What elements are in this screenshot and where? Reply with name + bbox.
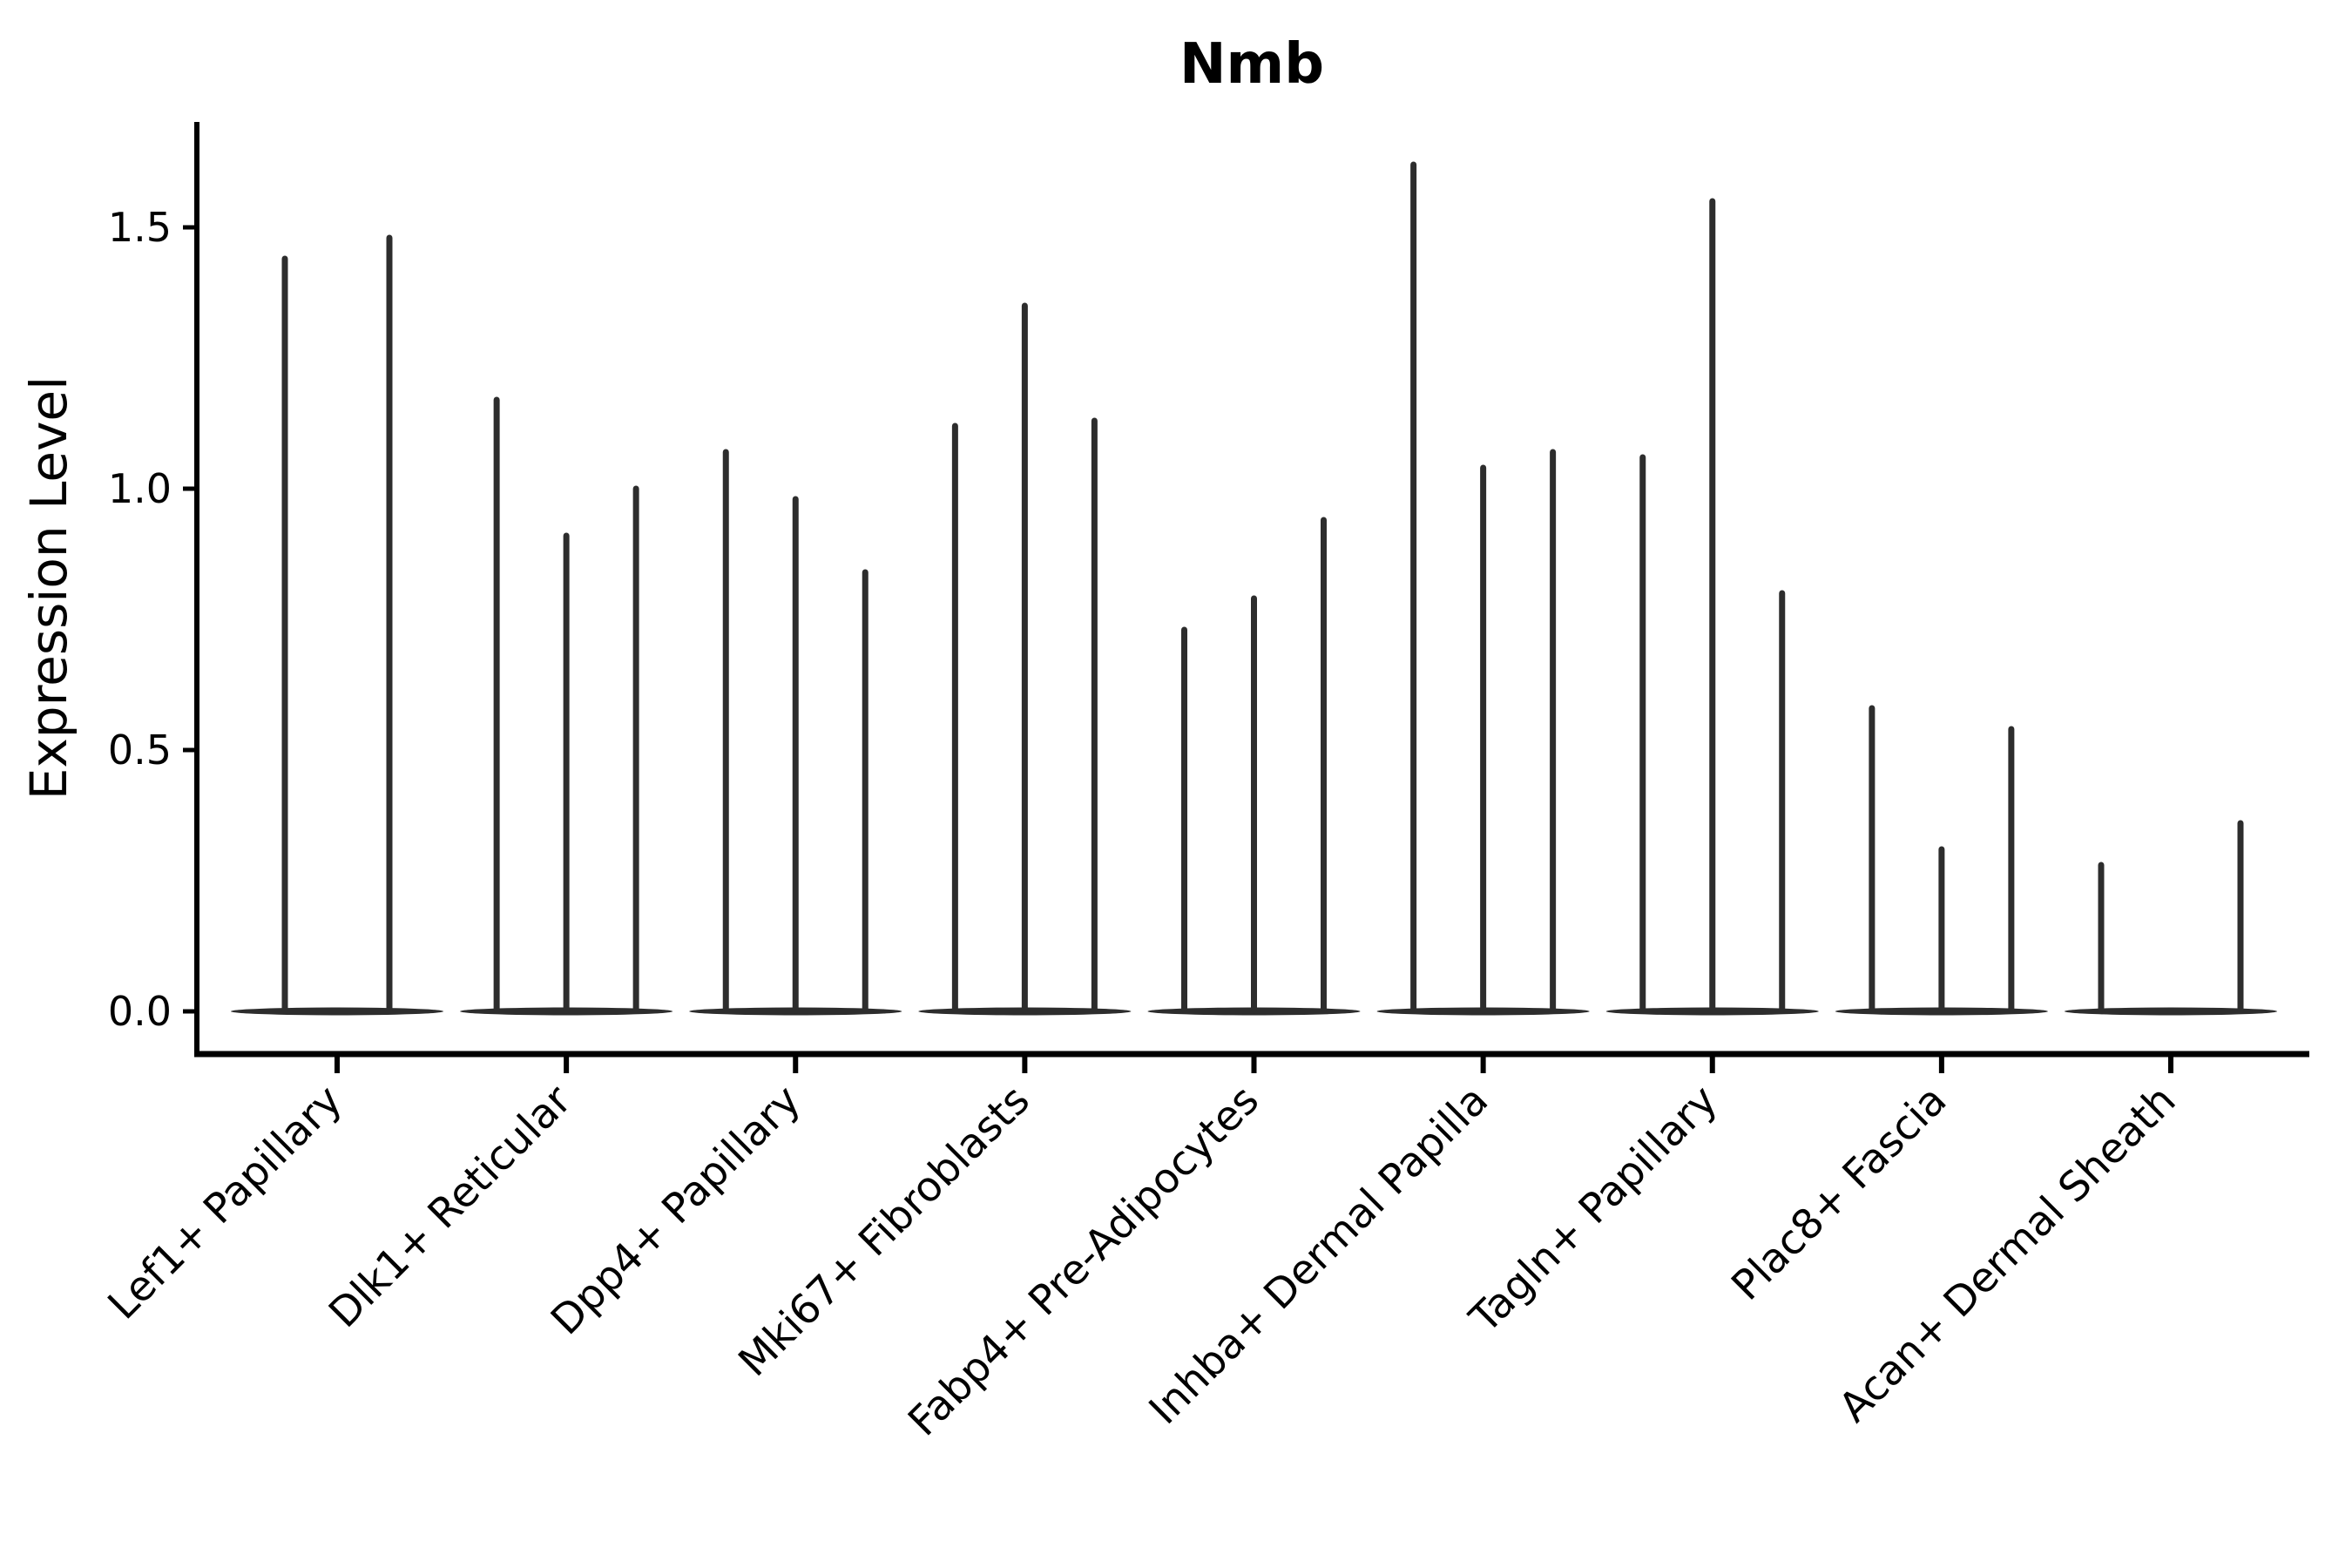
violin-group: [689, 449, 902, 1016]
violin-base: [231, 1007, 443, 1016]
x-tick-label: Lef1+ Papillary: [99, 1077, 352, 1329]
x-tick-label: Plac8+ Fascia: [1722, 1077, 1956, 1310]
violin-group: [2065, 820, 2277, 1016]
x-tick-label: Dpp4+ Papillary: [542, 1077, 810, 1345]
y-axis-ticks: 0.0 0.5 1.0 1.5: [108, 204, 197, 1035]
violin-group: [460, 396, 673, 1016]
figure-title: Nmb: [1179, 32, 1324, 97]
violin-group: [231, 234, 443, 1016]
violin-group: [1147, 517, 1361, 1016]
violin-group: [1835, 705, 2048, 1016]
violin-group: [1376, 161, 1590, 1016]
x-tick-label: Tagln+ Papillary: [1460, 1077, 1727, 1343]
y-tick-label: 0.0: [108, 988, 172, 1035]
violin-base: [2065, 1007, 2277, 1016]
violin-group: [918, 302, 1132, 1016]
violins: [231, 161, 2277, 1016]
y-tick-label: 1.0: [108, 465, 172, 512]
y-axis-label: Expression Level: [19, 376, 78, 800]
x-tick-label: Dlk1+ Reticular: [320, 1076, 581, 1337]
y-tick-label: 0.5: [108, 727, 172, 774]
violin-group: [1605, 198, 1819, 1016]
y-tick-label: 1.5: [108, 204, 172, 251]
